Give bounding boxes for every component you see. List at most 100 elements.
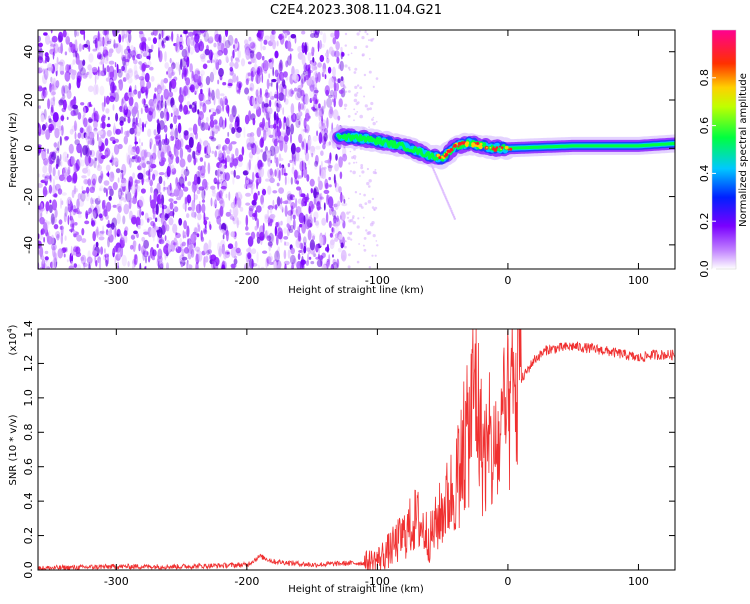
spectrogram-noise-cell [153, 143, 157, 155]
spectrogram-noise-cell [81, 190, 87, 194]
spectrogram-noise-cell [246, 162, 250, 174]
spectrogram-noise-cell [190, 233, 197, 244]
spectrogram-noise-cell [188, 31, 194, 37]
spectrogram-noise-cell [217, 41, 224, 52]
spectrogram-noise-cell [208, 49, 213, 61]
spectrogram-noise-cell [313, 196, 317, 205]
spectrogram-noise-cell [88, 69, 92, 79]
spectrogram-noise-cell [227, 131, 230, 137]
spectrogram-noise-cell [157, 118, 160, 130]
spectrogram-noise-cell [81, 238, 87, 243]
spectrogram-noise-cell [145, 151, 151, 158]
spectrogram-noise-cell [290, 103, 295, 115]
spectrogram-noise-cell [134, 84, 137, 92]
spectrogram-noise-cell [255, 73, 261, 85]
spectrogram-noise-cell [229, 209, 232, 214]
spectrogram-noise-cell [254, 225, 258, 231]
spectrogram-noise-cell [452, 215, 456, 218]
spectrogram-noise-cell [153, 226, 160, 231]
spectrogram-noise-cell [356, 84, 360, 87]
spectrogram-noise-cell [56, 233, 60, 241]
spectrogram-noise-cell [218, 179, 225, 184]
spectrogram-noise-cell [158, 176, 163, 184]
spectrogram-noise-cell [450, 209, 453, 212]
spectrogram-noise-cell [336, 258, 340, 269]
spectrogram-noise-cell [220, 100, 226, 105]
spectrogram-y-tick-label: 40 [22, 45, 35, 59]
spectrogram-noise-cell [121, 34, 124, 43]
spectrogram-peak-cell [479, 142, 483, 146]
spectrogram-noise-cell [130, 50, 137, 58]
spectrogram-noise-cell [97, 132, 99, 142]
spectrogram-noise-cell [166, 172, 169, 180]
spectrogram-noise-cell [161, 138, 166, 146]
spectrogram-noise-cell [217, 144, 222, 148]
spectrogram-noise-cell [83, 261, 86, 269]
spectrogram-noise-cell [43, 237, 45, 243]
spectrogram-noise-cell [193, 191, 196, 203]
spectrogram-noise-cell [302, 138, 307, 151]
spectrogram-noise-cell [60, 225, 63, 230]
spectrogram-noise-cell [140, 127, 143, 131]
spectrogram-noise-cell [324, 232, 327, 244]
spectrogram-noise-cell [56, 147, 59, 151]
spectrogram-noise-cell [451, 211, 454, 214]
snr-x-tick-label: 100 [628, 575, 649, 588]
spectrogram-noise-cell [175, 156, 180, 164]
spectrogram-noise-cell [310, 188, 313, 194]
spectrogram-noise-cell [123, 230, 128, 237]
spectrogram-noise-cell [139, 78, 145, 89]
spectrogram-noise-cell [269, 134, 274, 138]
spectrogram-noise-cell [102, 63, 105, 73]
spectrogram-noise-cell [97, 195, 101, 202]
spectrogram-noise-cell [438, 181, 441, 184]
spectrogram-noise-cell [133, 89, 138, 95]
spectrogram-noise-cell [44, 52, 49, 58]
spectrogram-noise-cell [87, 140, 90, 145]
spectrogram-noise-cell [92, 48, 98, 52]
spectrogram-noise-cell [209, 52, 215, 56]
snr-x-tick-label: -200 [234, 575, 259, 588]
spectrogram-noise-cell [137, 172, 144, 180]
spectrogram-noise-cell [173, 205, 176, 209]
spectrogram-noise-cell [218, 245, 222, 258]
spectrogram-noise-cell [245, 214, 249, 227]
spectrogram-noise-cell [112, 182, 118, 191]
spectrogram-noise-cell [189, 46, 195, 55]
spectrogram-noise-cell [47, 63, 53, 72]
spectrogram-noise-cell [157, 83, 161, 88]
spectrogram-noise-cell [318, 132, 323, 144]
spectrogram-noise-cell [279, 83, 283, 95]
spectrogram-noise-cell [126, 154, 131, 165]
spectrogram-noise-cell [55, 231, 61, 239]
spectrogram-noise-cell [333, 173, 336, 184]
spectrogram-noise-cell [186, 36, 191, 47]
spectrogram-noise-cell [108, 195, 112, 201]
spectrogram-noise-cell [93, 120, 98, 129]
spectrogram-noise-cell [322, 143, 326, 150]
spectrogram-noise-cell [73, 246, 79, 253]
spectrogram-noise-cell [270, 159, 273, 164]
spectrogram-noise-cell [145, 255, 147, 264]
spectrogram-noise-cell [188, 243, 195, 256]
spectrogram-noise-cell [354, 85, 358, 89]
spectrogram-noise-cell [360, 206, 364, 209]
spectrogram-noise-cell [159, 198, 163, 208]
spectrogram-noise-cell [327, 94, 333, 99]
spectrogram-noise-cell [332, 254, 334, 258]
spectrogram-noise-cell [132, 156, 136, 160]
spectrogram-noise-cell [144, 72, 150, 83]
spectrogram-noise-cell [164, 111, 167, 123]
spectrogram-noise-cell [323, 99, 326, 109]
spectrogram-noise-cell [55, 158, 62, 168]
spectrogram-noise-cell [91, 139, 95, 146]
spectrogram-noise-cell [60, 225, 64, 237]
spectrogram-noise-cell [339, 171, 343, 180]
spectrogram-noise-cell [340, 249, 347, 262]
spectrogram-noise-cell [71, 189, 75, 199]
spectrogram-noise-cell [55, 80, 60, 88]
spectrogram-noise-cell [117, 229, 120, 235]
spectrogram-noise-cell [302, 70, 307, 75]
spectrogram-noise-cell [375, 240, 378, 242]
spectrogram-noise-cell [98, 258, 102, 269]
